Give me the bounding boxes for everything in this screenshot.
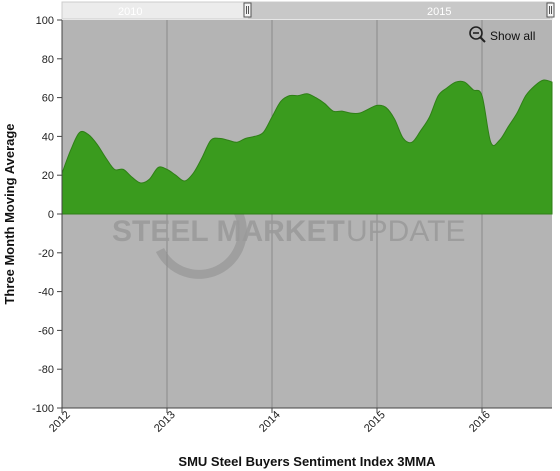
y-tick-label: 0 bbox=[48, 209, 54, 221]
x-tick-label: 2014 bbox=[257, 409, 283, 435]
y-tick-label: 100 bbox=[36, 15, 54, 27]
series-area bbox=[61, 79, 553, 215]
x-axis-title: SMU Steel Buyers Sentiment Index 3MMA bbox=[178, 454, 436, 469]
y-axis-ticks: 100 80 60 40 20 0 -20 -40 -60 -80 -100 bbox=[32, 15, 62, 415]
y-tick-label: -80 bbox=[38, 364, 54, 376]
navigator-selection[interactable] bbox=[248, 2, 550, 19]
navigator-right-handle[interactable] bbox=[546, 2, 555, 18]
navigator-year-label: 2010 bbox=[118, 6, 142, 18]
y-tick-label: 20 bbox=[42, 170, 54, 182]
x-tick-label: 2013 bbox=[152, 409, 178, 435]
show-all-button[interactable]: Show all bbox=[469, 26, 535, 43]
x-tick-label: 2016 bbox=[467, 409, 493, 435]
navigator-left-handle[interactable] bbox=[243, 2, 252, 18]
y-tick-label: -40 bbox=[38, 287, 54, 299]
y-tick-label: -20 bbox=[38, 248, 54, 260]
y-tick-label: 40 bbox=[42, 131, 54, 143]
x-tick-label: 2015 bbox=[362, 409, 388, 435]
zoom-out-icon[interactable] bbox=[469, 26, 486, 43]
svg-text:UPDATE: UPDATE bbox=[346, 215, 465, 248]
y-axis-title: Three Month Moving Average bbox=[2, 123, 17, 304]
y-tick-label: -100 bbox=[32, 403, 54, 415]
y-tick-label: -60 bbox=[38, 325, 54, 337]
range-navigator[interactable]: 2010 2015 bbox=[61, 1, 555, 20]
y-tick-label: 60 bbox=[42, 93, 54, 105]
svg-text:STEEL MARKET: STEEL MARKET bbox=[112, 215, 345, 248]
watermark-logo: STEEL MARKET UPDATE bbox=[112, 210, 465, 279]
x-axis-ticks: 2012 2013 2014 2015 2016 bbox=[47, 408, 493, 435]
navigator-year-label: 2015 bbox=[427, 6, 451, 18]
y-tick-label: 80 bbox=[42, 54, 54, 66]
show-all-label[interactable]: Show all bbox=[490, 29, 535, 43]
